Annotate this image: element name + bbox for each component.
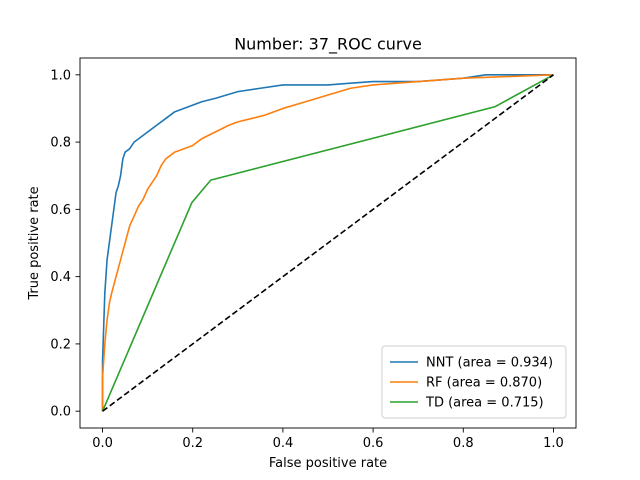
x-tick-label: 0.4 bbox=[273, 436, 294, 451]
x-tick-label: 0.6 bbox=[363, 436, 384, 451]
y-tick-label: 0.0 bbox=[50, 405, 71, 420]
y-axis-label: True positive rate bbox=[27, 186, 42, 300]
y-tick-label: 0.6 bbox=[50, 203, 71, 218]
legend-box bbox=[381, 345, 567, 419]
legend-label-td: TD (area = 0.715) bbox=[425, 396, 544, 411]
y-tick-label: 0.4 bbox=[50, 270, 71, 285]
series-line-nnt bbox=[101, 74, 554, 412]
x-tick-label: 1.0 bbox=[543, 436, 564, 451]
series-line-td bbox=[101, 74, 554, 412]
plot-area: 0.0 0.2 0.4 0.6 0.8 1.0 0.0 0.2 0.4 0.6 0.8 1.0 NNT … bbox=[50, 57, 577, 451]
diagonal-reference-line bbox=[102, 74, 554, 412]
y-tick-label: 1.0 bbox=[50, 68, 71, 83]
x-tick-label: 0.0 bbox=[92, 436, 113, 451]
series-line-rf bbox=[101, 74, 554, 412]
legend-label-nnt: NNT (area = 0.934) bbox=[426, 356, 553, 371]
y-tick-label: 0.2 bbox=[50, 337, 71, 352]
chart-title: Number: 37_ROC curve bbox=[234, 35, 422, 55]
axes-frame bbox=[79, 57, 577, 429]
y-tick-label: 0.8 bbox=[50, 136, 71, 151]
x-tick-label: 0.8 bbox=[453, 436, 474, 451]
x-tick-label: 0.2 bbox=[182, 436, 203, 451]
x-axis-label: False positive rate bbox=[269, 456, 387, 471]
series-lines bbox=[101, 74, 554, 412]
legend-label-rf: RF (area = 0.870) bbox=[426, 376, 542, 391]
